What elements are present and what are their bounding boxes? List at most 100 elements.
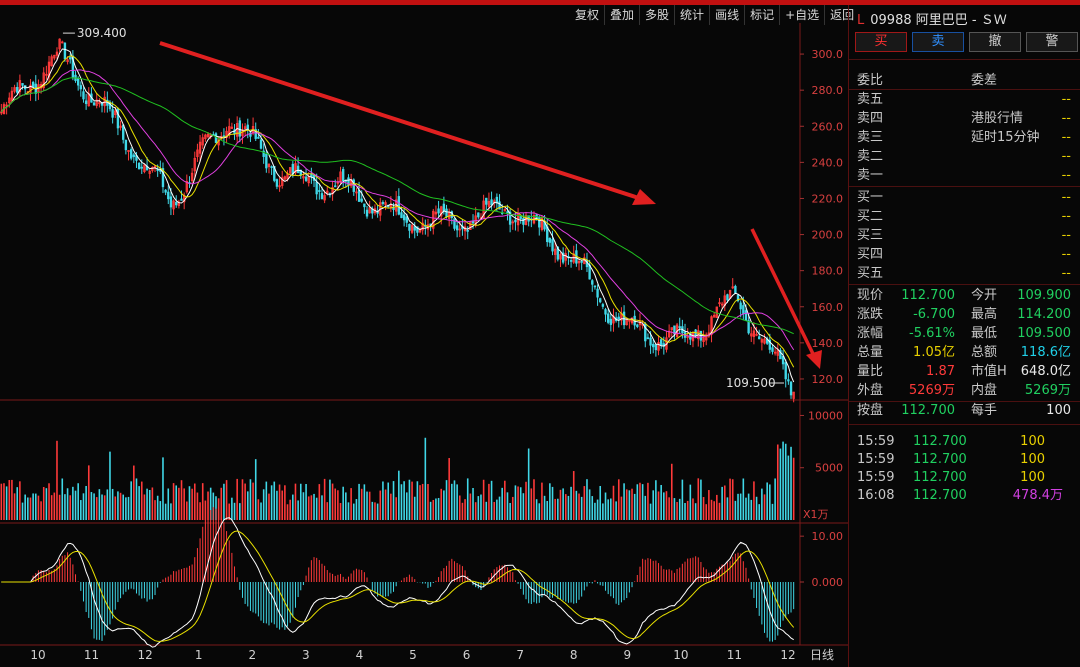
candle-body xyxy=(649,337,652,346)
candle-body xyxy=(140,166,143,169)
high-price: 114.200 xyxy=(1017,307,1071,322)
bid-level: 买四 -- xyxy=(857,247,1071,262)
candle-body xyxy=(630,317,634,324)
candle-body xyxy=(201,137,204,146)
period-label: 日线 xyxy=(810,648,834,662)
candle-body xyxy=(485,197,488,205)
candle-body xyxy=(731,286,734,289)
candle-body xyxy=(143,164,146,173)
candle-body xyxy=(606,313,610,323)
price-change: -6.700 xyxy=(913,307,955,322)
price-tick-label: 240.0 xyxy=(812,156,844,169)
candle-body xyxy=(29,84,32,93)
candle-body xyxy=(55,51,59,56)
candle-body xyxy=(490,199,493,206)
candle-body xyxy=(789,381,793,396)
candle-body xyxy=(678,326,681,328)
candle-body xyxy=(294,163,297,174)
candle-body xyxy=(259,139,263,149)
price-tick-label: 220.0 xyxy=(812,192,844,205)
ask-level: 卖二 -- xyxy=(857,149,1071,164)
add-watchlist-button[interactable]: +自选 xyxy=(779,5,824,25)
candle-body xyxy=(137,162,141,170)
candle-body xyxy=(21,83,24,86)
candle-body xyxy=(334,185,337,188)
candle-body xyxy=(304,176,308,181)
candle-body xyxy=(593,285,597,288)
tick-row: 15:59 112.700 100 xyxy=(857,434,1045,449)
bid-level: 买三 -- xyxy=(857,228,1071,243)
candle-body xyxy=(670,327,673,330)
candle-body xyxy=(296,165,300,173)
candle-body xyxy=(432,210,435,229)
candle-body xyxy=(281,177,284,186)
candle-body xyxy=(365,209,369,217)
candle-body xyxy=(148,170,151,174)
volume-tick-label: 5000 xyxy=(815,462,843,475)
month-label: 1 xyxy=(195,648,203,662)
month-label: 3 xyxy=(302,648,310,662)
candle-body xyxy=(596,288,599,298)
ma5-line xyxy=(0,48,795,383)
candle-body xyxy=(434,211,438,215)
candle-body xyxy=(249,132,252,137)
sell-button[interactable]: 卖 xyxy=(912,32,964,52)
month-label: 5 xyxy=(409,648,417,662)
draw-line-button[interactable]: 画线 xyxy=(709,5,744,25)
candle-body xyxy=(726,294,729,301)
trend-arrow-head xyxy=(806,350,822,369)
cancel-order-button[interactable]: 撤 xyxy=(969,32,1021,52)
candle-body xyxy=(487,201,491,207)
price-tick-label: 300.0 xyxy=(812,48,844,61)
candle-body xyxy=(569,260,573,262)
quote-stats: 现价 112.700 今开 109.900 涨跌 -6.700 最高 114.2… xyxy=(857,286,1077,400)
market-cap: 648.0亿 xyxy=(1020,364,1071,379)
ask-level: 卖一 -- xyxy=(857,168,1071,183)
candle-body xyxy=(416,226,419,233)
candle-body xyxy=(402,214,406,221)
multi-stock-button[interactable]: 多股 xyxy=(639,5,674,25)
candle-body xyxy=(368,207,371,214)
total-amount: 118.6亿 xyxy=(1020,345,1071,360)
candle-body xyxy=(636,324,639,327)
candle-body xyxy=(744,310,748,321)
kline-chart[interactable]: 300.0280.0260.0240.0220.0200.0180.0160.0… xyxy=(0,5,848,667)
candle-body xyxy=(310,174,313,178)
tick-list[interactable]: 15:59 112.700 100 15:59 112.700 100 15:5… xyxy=(857,433,1077,505)
kline-chart-area[interactable]: 300.0 280.0 260.0 240.0 220.0 200.0 180.0 160.0… xyxy=(0,5,848,667)
alert-button[interactable]: 警 xyxy=(1026,32,1078,52)
month-label: 4 xyxy=(356,648,364,662)
buy-button[interactable]: 买 xyxy=(855,32,907,52)
candle-body xyxy=(196,149,199,157)
candle-body xyxy=(779,349,782,360)
candle-body xyxy=(363,203,366,208)
candle-body xyxy=(193,157,196,172)
candle-body xyxy=(657,342,660,351)
candle-body xyxy=(5,104,8,107)
overlay-button[interactable]: 叠加 xyxy=(604,5,639,25)
candle-body xyxy=(477,212,480,218)
candle-body xyxy=(564,253,567,261)
candle-body xyxy=(98,102,101,105)
candle-body xyxy=(736,294,740,302)
candle-body xyxy=(302,176,305,179)
trend-arrow-head xyxy=(632,189,656,205)
volume-tick-label: 10000 xyxy=(808,409,843,422)
price-tick-label: 120.0 xyxy=(812,373,844,386)
candle-body xyxy=(323,195,326,201)
candle-body xyxy=(702,336,705,342)
month-label: 10 xyxy=(30,648,45,662)
candle-body xyxy=(84,100,88,105)
statistics-button[interactable]: 统计 xyxy=(674,5,709,25)
candle-body xyxy=(326,190,329,194)
bid-lot-row: 按盘 112.700 每手 100 xyxy=(857,403,1071,418)
stock-name: 阿里巴巴 - ＳＷ xyxy=(915,13,1007,28)
candle-body xyxy=(720,303,724,306)
price-tick-label: 180.0 xyxy=(812,265,844,278)
candle-body xyxy=(172,200,175,210)
candle-body xyxy=(254,129,257,139)
mark-button[interactable]: 标记 xyxy=(744,5,779,25)
candle-body xyxy=(413,226,416,231)
restore-rights-button[interactable]: 复权 xyxy=(575,8,600,22)
candle-body xyxy=(768,339,772,350)
